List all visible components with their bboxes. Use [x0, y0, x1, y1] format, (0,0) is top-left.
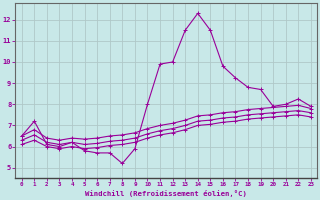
X-axis label: Windchill (Refroidissement éolien,°C): Windchill (Refroidissement éolien,°C) — [85, 190, 247, 197]
